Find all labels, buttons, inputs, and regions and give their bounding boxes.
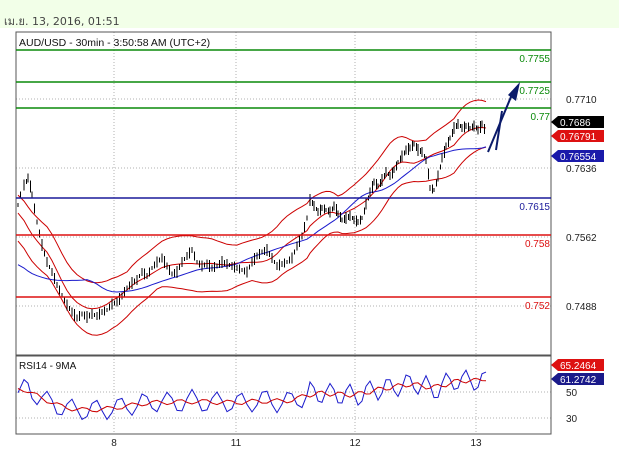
level-label: 0.758 <box>525 239 550 250</box>
price-tag-label: 0.7686 <box>560 118 591 129</box>
bollinger-lower <box>17 146 487 336</box>
y-tick-label: 0.7636 <box>566 164 597 175</box>
y-tick-label: 0.7488 <box>566 302 597 313</box>
rsi-tag-label: 61.2742 <box>560 375 597 386</box>
rsi-tag-label: 65.2464 <box>560 361 597 372</box>
level-label: 0.7725 <box>519 86 550 97</box>
rsi-tag-bg <box>551 373 604 385</box>
level-label: 0.77 <box>531 112 551 123</box>
price-tag-label: 0.76554 <box>560 152 597 163</box>
x-tick-label: 13 <box>470 438 482 449</box>
x-tick-label: 12 <box>349 438 361 449</box>
rsi-ma-line <box>17 377 487 413</box>
bollinger-middle <box>17 126 487 310</box>
chart-title: AUD/USD - 30min - 3:50:58 AM (UTC+2) <box>19 37 210 49</box>
level-label: 0.752 <box>525 301 550 312</box>
grid <box>16 32 551 434</box>
y-tick-label: 0.7562 <box>566 233 597 244</box>
rsi-panel-frame <box>15 355 552 435</box>
rsi-line <box>17 369 487 421</box>
top-bar: เม.ย. 13, 2016, 01:51 <box>0 0 619 28</box>
price-tags: 0.7686 0.76791 0.76554 65.2464 61.2742 <box>551 116 604 386</box>
price-tag-bg <box>551 116 604 128</box>
rsi-tag-bg <box>551 359 604 371</box>
rsi-lines <box>17 369 487 421</box>
price-tag-label: 0.76791 <box>560 132 597 143</box>
x-tick-label: 8 <box>111 438 117 449</box>
bollinger-bands <box>17 99 487 336</box>
x-tick-label: 11 <box>231 438 242 449</box>
rsi-y-tick-label: 30 <box>566 414 578 425</box>
main-panel-frame <box>15 31 552 356</box>
forecast-arrow-upper <box>495 110 503 151</box>
moving-average <box>17 146 487 293</box>
price-tag-bg <box>551 150 604 162</box>
rsi-title: RSI14 - 9MA <box>19 361 77 372</box>
y-tick-label: 0.7710 <box>566 95 597 106</box>
price-bars <box>17 119 485 323</box>
bollinger-upper <box>17 99 487 284</box>
forecast-arrow-head <box>508 82 520 101</box>
timestamp: เม.ย. 13, 2016, 01:51 <box>4 15 120 28</box>
level-label: 0.7615 <box>519 202 550 213</box>
price-tag-bg <box>551 130 604 142</box>
y-axis-ticks: 0.7710 0.7636 0.7562 0.7488 50 30 <box>566 95 597 425</box>
x-axis-ticks: 8 11 12 13 <box>111 438 482 449</box>
rsi-y-tick-label: 50 <box>566 388 578 399</box>
level-lines: 0.7755 0.7725 0.77 0.7615 0.758 0.752 <box>16 49 551 312</box>
level-label: 0.7755 <box>519 54 550 65</box>
